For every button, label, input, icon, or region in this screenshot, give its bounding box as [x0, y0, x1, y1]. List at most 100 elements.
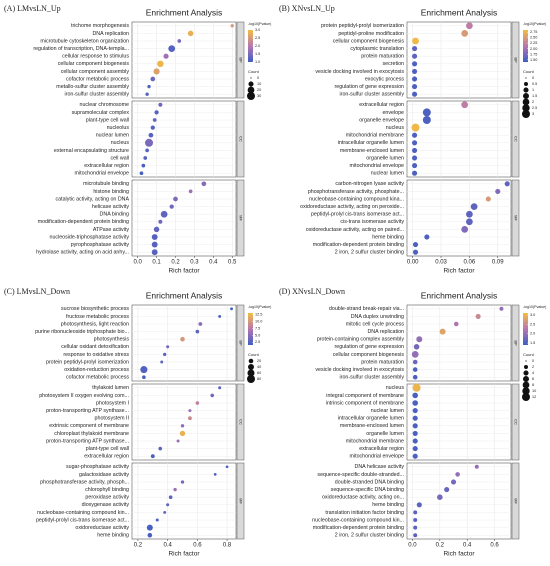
size-tick-label: 1.5: [532, 94, 537, 98]
category-label: extracellular region: [359, 102, 404, 108]
category-label: membrane-enclosed lumen: [340, 148, 404, 154]
category-label: organelle envelope: [359, 117, 404, 123]
category-label: extracellular region: [359, 446, 404, 452]
category-label: fructose metabolic process: [66, 314, 129, 320]
panel-label: (D) XNvsLN_Down: [279, 287, 345, 296]
point: [439, 328, 446, 335]
category-label: oxidoreductase activity, acting on paire…: [306, 227, 404, 233]
size-tick-label: 20: [257, 359, 261, 363]
category-label: sequence-specific DNA binding: [331, 487, 404, 493]
category-label: proton-transporting ATP synthase...: [46, 408, 129, 414]
size-tick-label: 6: [532, 377, 534, 381]
point: [143, 156, 148, 160]
point: [145, 92, 149, 96]
point: [180, 336, 185, 342]
facet-strip: [511, 304, 520, 382]
category-label: peptidyl-proline modification: [338, 31, 404, 37]
category-label: mitochondrial envelope: [350, 454, 405, 460]
category-label: metallo-sulfur cluster assembly: [56, 84, 129, 90]
point: [152, 118, 157, 122]
point: [416, 502, 422, 508]
point: [416, 336, 423, 343]
size-tick-label: 0.5: [532, 82, 537, 86]
facet-label: BP: [238, 340, 243, 346]
category-label: chlorophyll binding: [85, 487, 129, 493]
facet-panel: [131, 304, 237, 382]
size-tick-label: 40: [257, 365, 261, 369]
size-key: [522, 393, 530, 401]
point: [139, 171, 144, 176]
category-label: mitochondrial envelope: [75, 171, 130, 177]
facet-panel: [406, 21, 512, 99]
size-tick-label: 0: [532, 359, 534, 363]
category-label: proton-transporting ATP synthase...: [46, 438, 129, 444]
category-label: helicase activity: [92, 204, 129, 210]
panel: (C) LMvsLN_Down Enrichment Analysis BP sucr…: [4, 287, 271, 558]
point: [153, 68, 160, 75]
category-label: cofactor metabolic process: [66, 76, 129, 82]
category-label: catalytic activity, acting on DNA: [56, 196, 130, 202]
size-key: [523, 370, 529, 376]
category-label: thylakoid lumen: [92, 385, 129, 391]
size-tick-label: 2: [532, 100, 534, 104]
colorbar-tick-label: 7.5: [255, 326, 260, 330]
size-key: [250, 77, 252, 79]
point: [173, 196, 178, 202]
facet-panel: [406, 304, 512, 382]
colorbar-title: -log10(Pvalue): [523, 305, 546, 309]
category-label: integral component of membrane: [326, 393, 404, 399]
point: [188, 416, 192, 421]
facet-label: CC: [238, 419, 243, 425]
colorbar-title: -log10(Pvalue): [248, 305, 271, 309]
category-label: intracellular organelle lumen: [338, 416, 404, 422]
point: [412, 132, 418, 138]
point: [188, 189, 193, 194]
x-tick-label: 0.03: [435, 260, 447, 266]
category-label: nucleus: [386, 385, 405, 391]
category-label: vesicle docking involved in exocytosis: [315, 69, 404, 75]
category-label: cellular component biogenesis: [333, 352, 405, 358]
point: [187, 30, 194, 37]
category-label: modification-dependent protein binding: [313, 525, 404, 531]
point: [177, 39, 182, 43]
size-tick-label: 60: [257, 371, 261, 375]
category-label: nuclear lumen: [371, 408, 404, 414]
point: [168, 495, 173, 500]
point: [437, 494, 443, 500]
point: [412, 91, 418, 97]
point: [169, 204, 174, 209]
point: [412, 37, 419, 45]
point: [412, 446, 418, 452]
point: [412, 61, 418, 67]
category-label: nuclear lumen: [96, 133, 129, 139]
point: [160, 360, 164, 364]
category-label: ATPase activity: [93, 227, 129, 233]
category-label: oxidoreductase activity, acting on perox…: [300, 204, 404, 210]
category-label: DNA replication: [367, 329, 404, 335]
point: [157, 60, 164, 68]
category-label: photosystem II: [95, 416, 129, 422]
colorbar-tick-label: 3.0: [255, 28, 260, 32]
category-label: oxidation-reduction process: [64, 367, 129, 373]
x-axis-title: Rich factor: [443, 551, 475, 558]
category-label: oxidoreductase activity: [75, 525, 129, 531]
category-label: microtubule binding: [83, 181, 129, 187]
x-tick-label: 0.0: [134, 260, 143, 266]
category-label: nucleoside-triphosphatase activity: [50, 234, 130, 240]
size-tick-label: 0: [257, 76, 259, 80]
category-label: nucleolus: [107, 125, 130, 131]
point: [470, 203, 478, 210]
category-label: chloroplast thylakoid membrane: [54, 431, 129, 437]
category-label: extrinsic component of membrane: [49, 423, 129, 429]
colorbar-tick-label: 10.0: [255, 319, 262, 323]
point: [412, 383, 421, 392]
point: [146, 524, 153, 531]
x-tick-label: 0.5: [228, 260, 237, 266]
point: [453, 321, 459, 327]
category-label: nucleobase-containing compound kin...: [37, 510, 129, 516]
size-key: [524, 82, 528, 86]
point: [455, 472, 460, 477]
size-key: [522, 98, 530, 106]
category-label: iron-sulfur cluster assembly: [340, 92, 405, 98]
